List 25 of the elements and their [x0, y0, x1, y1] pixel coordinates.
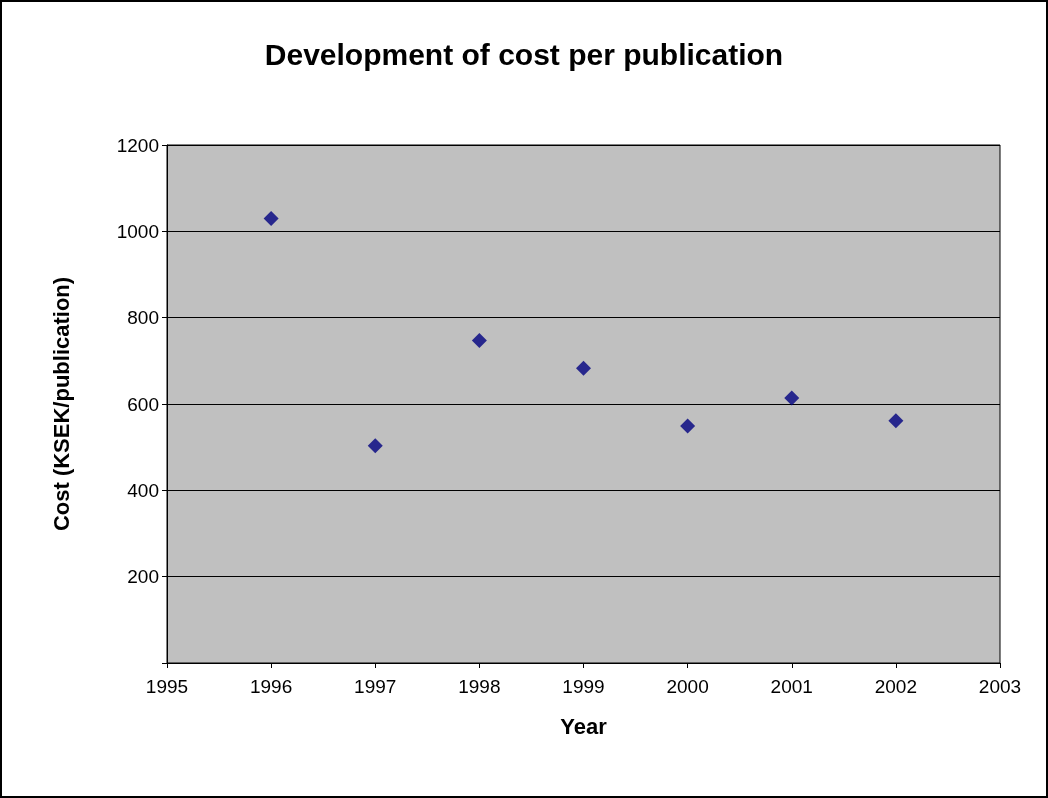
point: [680, 418, 696, 434]
x-tick-label: 1999: [562, 676, 605, 697]
y-tick-label: 600: [127, 393, 159, 415]
y-tick-label: 1200: [116, 134, 159, 156]
x-tick-label: 1997: [354, 676, 397, 697]
x-tick-label: 2001: [770, 676, 813, 697]
point: [784, 390, 800, 406]
point: [576, 360, 591, 376]
y-tick-label: 200: [127, 566, 159, 588]
x-tick-label: 1995: [145, 676, 189, 697]
y-tick-label: 400: [127, 479, 159, 501]
x-tick-label: 2000: [666, 676, 709, 697]
y-axis-title: Cost (KSEK/publication): [48, 276, 74, 532]
point: [888, 413, 904, 429]
x-axis-title: Year: [560, 713, 608, 739]
point: [263, 210, 279, 226]
x-tick-label: 1996: [249, 676, 293, 697]
y-tick-label: 800: [127, 307, 159, 329]
x-tick-label: 2003: [978, 676, 1022, 697]
x-tick-label: 1998: [458, 676, 501, 697]
x-tick-label: 2002: [874, 676, 918, 697]
point: [471, 333, 487, 349]
point: [367, 438, 383, 454]
chart-title: Development of cost per publication: [264, 37, 784, 71]
y-tick-label: 1000: [116, 220, 159, 242]
